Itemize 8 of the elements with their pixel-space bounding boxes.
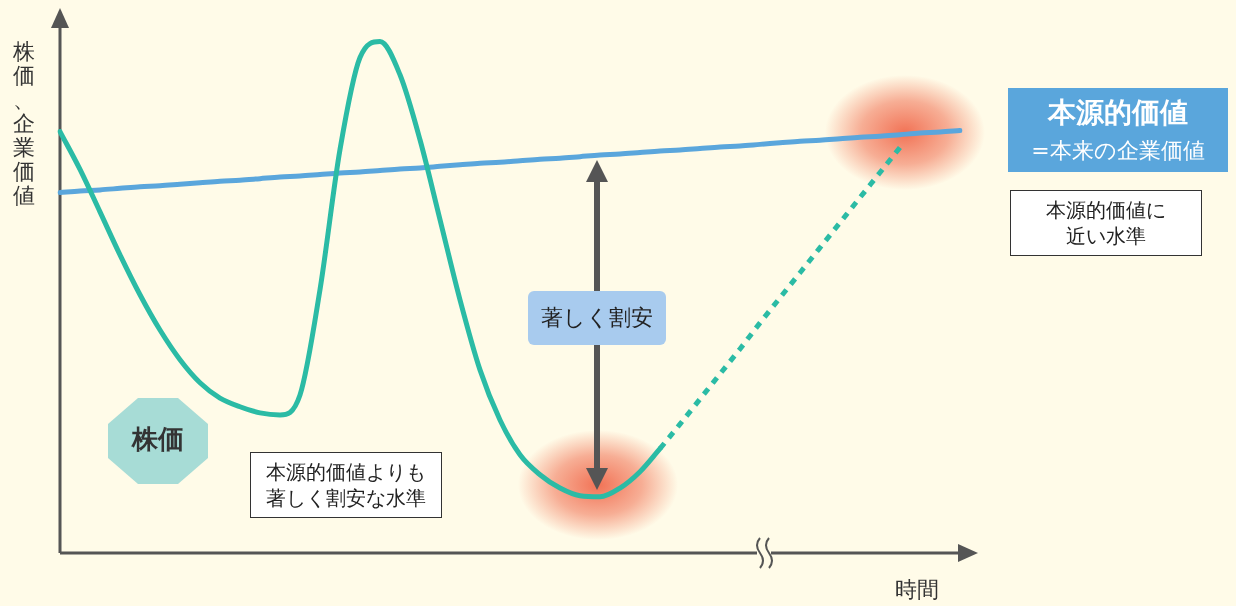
annotation: 著しく割安 [528, 291, 666, 345]
y-axis-title: 株価、企業価値 [12, 39, 36, 208]
text: =本来の企業価値 [1030, 137, 1206, 165]
text: 本源的価値に近い水準 [1010, 190, 1202, 256]
annotation: 本源的価値よりも著しく割安な水準 [250, 452, 442, 518]
text: 本源的価値 [1046, 95, 1189, 131]
series-label: 株価 [130, 423, 185, 456]
x-axis-title: 時間 [895, 576, 939, 604]
